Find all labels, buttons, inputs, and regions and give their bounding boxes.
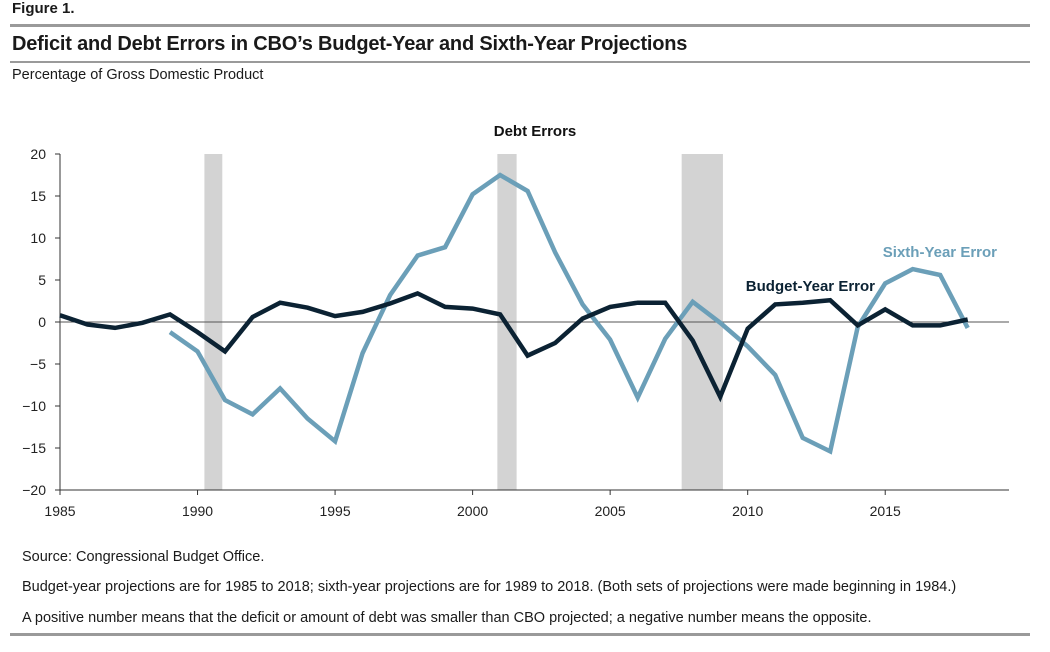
figure-title: Deficit and Debt Errors in CBO’s Budget-… (12, 33, 688, 55)
x-tick-label-0: 1985 (44, 503, 75, 519)
y-tick-label-8: −20 (22, 482, 46, 498)
budget-year-error-label: Budget-Year Error (746, 278, 875, 295)
bottom-rule (10, 633, 1030, 636)
y-tick-label-2: 10 (30, 230, 46, 246)
budget-year-error-line (59, 290, 969, 403)
y-tick-label-1: 15 (30, 188, 46, 204)
x-tick-label-6: 2015 (870, 503, 901, 519)
y-tick-label-5: −5 (30, 356, 46, 372)
y-tick-label-6: −10 (22, 398, 46, 414)
y-tick-label-3: 5 (38, 272, 46, 288)
x-tick-label-5: 2010 (732, 503, 763, 519)
title-rule (10, 61, 1030, 63)
sixth-year-error-line (168, 172, 970, 455)
sign-note: A positive number means that the deficit… (22, 610, 872, 626)
projection-note: Budget-year projections are for 1985 to … (22, 579, 957, 595)
figure-label: Figure 1. (12, 0, 75, 17)
x-tick-label-3: 2000 (457, 503, 488, 519)
y-tick-label-4: 0 (38, 314, 46, 330)
x-tick-label-2: 1995 (319, 503, 350, 519)
source-note: Source: Congressional Budget Office. (22, 549, 265, 565)
chart-title: Debt Errors (494, 123, 577, 140)
x-tick-label-1: 1990 (182, 503, 213, 519)
top-rule (10, 24, 1030, 27)
figure-subtitle: Percentage of Gross Domestic Product (12, 67, 264, 83)
x-tick-label-4: 2005 (595, 503, 626, 519)
y-tick-label-0: 20 (30, 146, 46, 162)
sixth-year-error-label: Sixth-Year Error (883, 244, 997, 261)
y-tick-label-7: −15 (22, 440, 46, 456)
